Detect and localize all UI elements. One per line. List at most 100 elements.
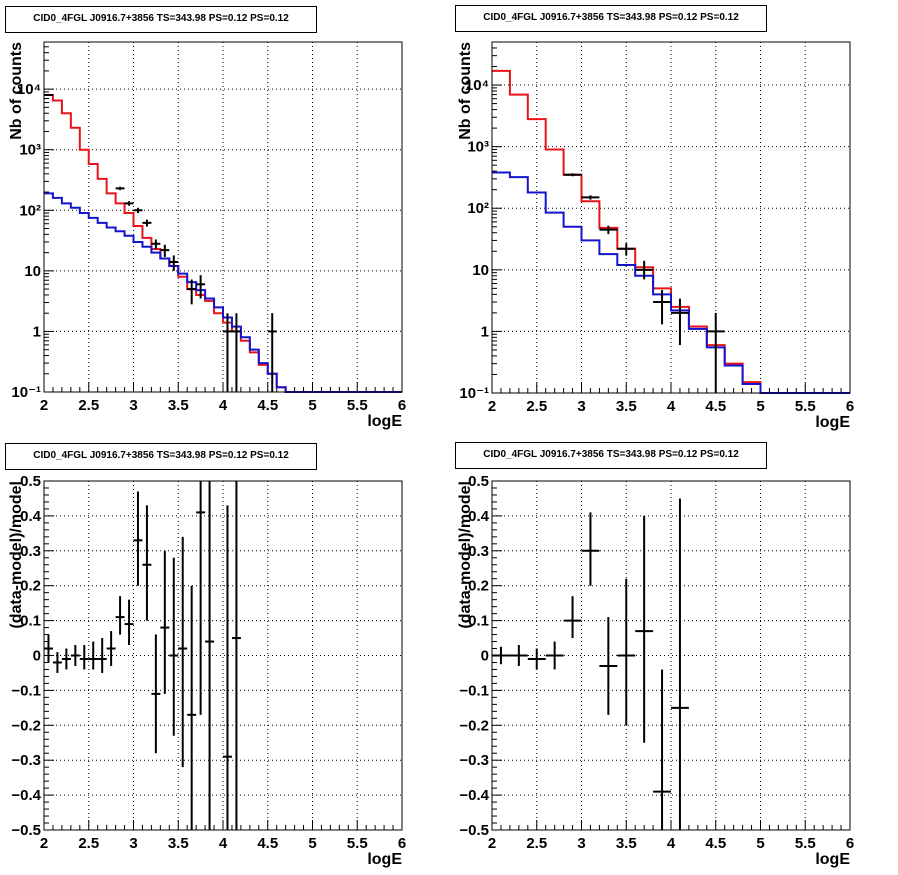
- y-tick-label: −0.3: [459, 752, 489, 769]
- data-point: [44, 634, 53, 663]
- x-tick-label: 3.5: [168, 835, 189, 852]
- x-axis-label: logE: [367, 851, 402, 868]
- y-axis-label: (data-model)/model: [457, 481, 474, 629]
- x-tick-label: 3: [577, 835, 585, 852]
- data-point: [187, 585, 197, 830]
- y-tick-label: 0.2: [468, 578, 489, 595]
- counts-histogram-fine: CID0_4FGL J0916.7+3856 TS=343.98 PS=0.12…: [0, 0, 449, 437]
- data-point: [706, 312, 725, 393]
- x-tick-label: 6: [398, 397, 406, 414]
- y-tick-label: 10²: [467, 200, 489, 217]
- plot-frame: [491, 41, 851, 394]
- x-tick-label: 4: [219, 397, 228, 414]
- data-point: [599, 225, 618, 235]
- data-point: [169, 255, 179, 271]
- data-point: [196, 481, 206, 715]
- counts-histogram-coarse: CID0_4FGL J0916.7+3856 TS=343.98 PS=0.12…: [449, 0, 898, 437]
- x-tick-label: 4.5: [705, 835, 726, 852]
- data-point: [527, 648, 546, 670]
- y-axis-label: (data-model)/model: [8, 481, 25, 629]
- plot-frame: [491, 480, 851, 831]
- data-point: [133, 207, 143, 214]
- y-tick-label: 10²: [19, 202, 41, 219]
- x-tick-label: 4.5: [705, 398, 726, 415]
- x-tick-label: 3.5: [168, 397, 189, 414]
- x-tick-label: 3: [129, 835, 137, 852]
- histogram-series-line: [492, 69, 850, 394]
- y-tick-label: −0.1: [11, 682, 41, 699]
- data-point: [617, 243, 636, 256]
- x-axis-label: logE: [815, 851, 850, 868]
- x-axis-label: logE: [815, 414, 850, 431]
- y-tick-label: 10³: [19, 142, 41, 159]
- x-axis-label: logE: [367, 413, 402, 430]
- data-point: [599, 617, 618, 715]
- data-point: [151, 239, 161, 249]
- y-tick-label: 0: [33, 648, 41, 665]
- x-tick-label: 5: [756, 398, 764, 415]
- y-tick-label: 0.3: [20, 543, 41, 560]
- data-point: [169, 557, 179, 736]
- chart-plot-area: 2 2.5 3 3.5 4 4.5 5 5.5 6 −0.5 −0.4 −0.3 −0.2 −0.1 0 0.…: [457, 473, 854, 868]
- x-tick-label: 2: [40, 397, 48, 414]
- chart-title: CID0_4FGL J0916.7+3856 TS=343.98 PS=0.12…: [5, 443, 317, 470]
- y-tick-label: −0.4: [11, 787, 41, 804]
- data-point: [52, 652, 62, 673]
- x-tick-label: 2: [488, 835, 496, 852]
- y-tick-label: 10⁻¹: [459, 385, 489, 402]
- data-point: [671, 298, 689, 346]
- data-point: [151, 634, 161, 754]
- data-point: [492, 646, 510, 665]
- y-tick-label: 1: [481, 323, 489, 340]
- y-tick-label: −0.5: [11, 822, 41, 839]
- y-tick-label: 0.3: [468, 543, 489, 560]
- y-tick-label: 10: [24, 263, 41, 280]
- y-tick-label: 0.1: [468, 613, 489, 630]
- y-tick-label: 1: [33, 323, 41, 340]
- chart-title: CID0_4FGL J0916.7+3856 TS=343.98 PS=0.12…: [5, 6, 317, 33]
- chart-plot-area: 2 2.5 3 3.5 4 4.5 5 5.5 6 10⁻¹ 1 10 10² 10³ 10⁴ logE Nb …: [457, 41, 854, 431]
- y-tick-label: −0.5: [459, 822, 489, 839]
- y-tick-label: 0.5: [468, 473, 489, 490]
- y-tick-label: 10⁻¹: [11, 384, 41, 401]
- x-tick-label: 6: [846, 835, 854, 852]
- x-tick-label: 5: [308, 397, 316, 414]
- data-point: [223, 313, 232, 392]
- data-point: [267, 313, 277, 392]
- data-point: [61, 648, 71, 670]
- data-point: [142, 219, 152, 227]
- plot-frame: [43, 41, 403, 393]
- x-tick-label: 5: [308, 835, 316, 852]
- data-point: [635, 515, 654, 743]
- y-tick-label: −0.2: [459, 717, 489, 734]
- data-point: [581, 195, 600, 200]
- data-point: [178, 536, 188, 768]
- x-tick-label: 3: [129, 397, 137, 414]
- data-point: [70, 645, 80, 666]
- data-point: [160, 244, 170, 257]
- x-tick-label: 4.5: [257, 397, 278, 414]
- x-tick-label: 2: [40, 835, 48, 852]
- x-tick-label: 6: [846, 398, 854, 415]
- data-point: [509, 645, 528, 666]
- data-point: [124, 599, 134, 646]
- data-point: [545, 641, 564, 670]
- x-tick-label: 5.5: [795, 835, 816, 852]
- data-point: [160, 550, 170, 694]
- y-tick-label: 0: [481, 648, 489, 665]
- x-tick-label: 2.5: [526, 835, 547, 852]
- y-tick-label: 10: [472, 262, 489, 279]
- chart-title: CID0_4FGL J0916.7+3856 TS=343.98 PS=0.12…: [455, 5, 767, 32]
- y-tick-label: 0.4: [468, 508, 490, 525]
- data-point: [79, 645, 89, 670]
- x-tick-label: 4.5: [257, 835, 278, 852]
- data-point: [187, 279, 197, 305]
- data-point: [115, 596, 125, 635]
- data-point: [88, 641, 98, 670]
- y-tick-label: 10⁴: [465, 77, 489, 94]
- y-tick-label: −0.2: [11, 717, 41, 734]
- y-tick-label: 10³: [467, 139, 489, 156]
- x-tick-label: 2: [488, 398, 496, 415]
- x-tick-label: 2.5: [78, 397, 99, 414]
- x-tick-label: 3.5: [616, 398, 637, 415]
